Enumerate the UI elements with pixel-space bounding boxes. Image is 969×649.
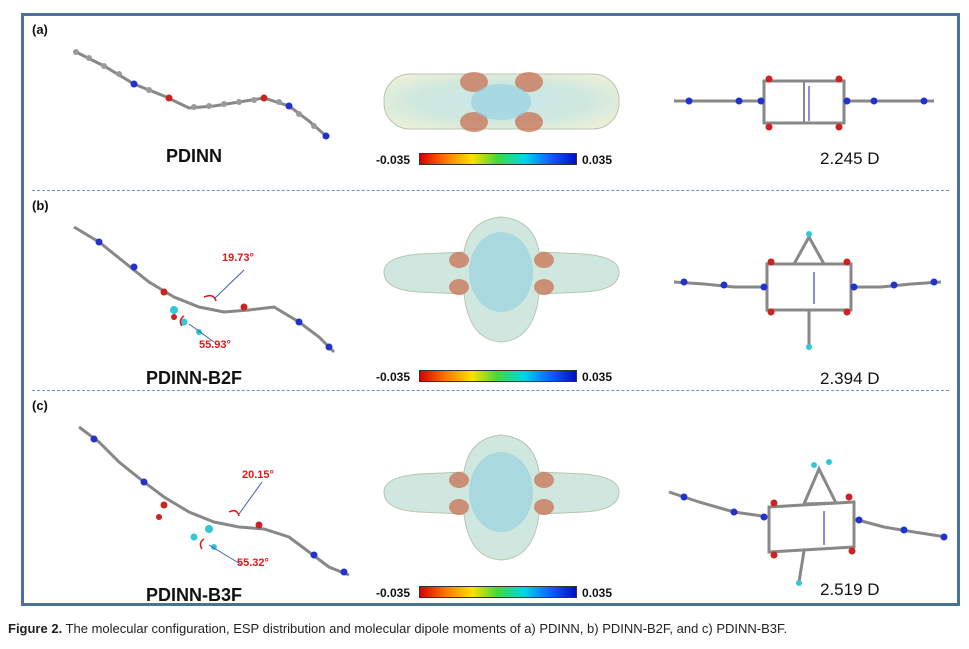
molecule-structure-pdinn-b2f	[73, 225, 336, 354]
molecule-name: PDINN	[165, 146, 222, 166]
figure-caption: Figure 2. The molecular configuration, E…	[8, 621, 787, 636]
panel-b: (b) 19.73° 55.93° PDINN-B2F -0.035 0.035	[24, 192, 957, 392]
molecule-structure-pdinn-b3f	[78, 425, 350, 577]
torsion-angle-upper: 19.73°	[222, 252, 254, 264]
panel-label: (b)	[32, 198, 49, 213]
caption-text: The molecular configuration, ESP distrib…	[65, 621, 788, 636]
esp-map-pdinn-b2f	[383, 216, 620, 343]
esp-scale-min: -0.035	[376, 153, 411, 167]
esp-colorbar	[419, 586, 577, 598]
dipole-moment: 2.519 D	[820, 580, 880, 599]
esp-scale-max: 0.035	[582, 586, 613, 600]
esp-scale-max: 0.035	[582, 370, 613, 384]
dipole-structure-pdinn-b2f	[673, 231, 942, 350]
torsion-angle-lower: 55.32°	[237, 557, 269, 569]
panel-a: (a) PDINN -0.035 0.035	[24, 16, 957, 200]
esp-colorbar	[419, 153, 577, 165]
panel-separator	[32, 390, 949, 391]
molecule-structure-pdinn	[73, 49, 330, 140]
molecule-name: PDINN-B2F	[145, 368, 242, 388]
figure-frame: (a) PDINN -0.035 0.035	[21, 13, 960, 606]
esp-scale-max: 0.035	[582, 153, 613, 167]
panel-label: (a)	[32, 22, 48, 37]
esp-map-pdinn	[383, 72, 620, 132]
esp-colorbar	[419, 370, 577, 382]
panel-label: (c)	[32, 398, 48, 413]
esp-scale-min: -0.035	[376, 370, 411, 384]
esp-map-pdinn-b3f	[383, 434, 620, 561]
caption-label: Figure 2.	[8, 621, 63, 636]
esp-scale-min: -0.035	[376, 586, 411, 600]
panel-separator	[32, 190, 949, 191]
dipole-structure-pdinn-b3f	[668, 459, 948, 586]
torsion-angle-lower: 55.93°	[199, 339, 231, 351]
torsion-angle-upper: 20.15°	[242, 469, 274, 481]
dipole-moment: 2.245 D	[820, 149, 880, 168]
dipole-moment: 2.394 D	[820, 369, 880, 388]
dipole-structure-pdinn	[674, 75, 934, 131]
molecule-name: PDINN-B3F	[145, 585, 242, 605]
panel-c: (c) 20.15° 55.32° PDINN-B3F -0.035 0.035	[24, 392, 957, 606]
